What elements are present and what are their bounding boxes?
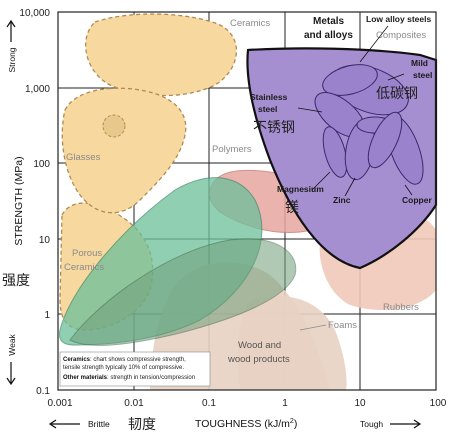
y-tick-10000: 10,000 bbox=[19, 8, 50, 19]
label-stainless-zh: 不锈钢 bbox=[253, 120, 295, 136]
y-label-zh: 强度 bbox=[2, 273, 30, 289]
label-mild-steel-zh: 低碳钢 bbox=[376, 86, 418, 102]
region-glasses bbox=[61, 87, 187, 214]
note-line-3: Other materials: strength in tension/com… bbox=[63, 375, 195, 381]
x-axis-title-sup: 2 bbox=[290, 418, 294, 425]
metal-pointers bbox=[297, 25, 413, 197]
x-tick-1: 1 bbox=[282, 398, 288, 409]
label-porous-1: Porous bbox=[72, 248, 102, 259]
label-stainless-2: steel bbox=[258, 104, 277, 114]
label-rubbers: Rubbers bbox=[383, 302, 419, 313]
y-tick-labels: 10,000 1,000 100 10 1 0.1 bbox=[19, 8, 50, 397]
label-metals-1: Metals bbox=[313, 16, 345, 27]
x-axis-title-text: TOUGHNESS (kJ/m bbox=[195, 418, 290, 430]
x-low-label: Brittle bbox=[88, 419, 110, 429]
y-axis-title-group: STRENGTH (MPa) Strong Weak 强度 bbox=[2, 19, 30, 386]
label-low-alloy: Low alloy steels bbox=[366, 14, 431, 24]
x-label-zh: 韧度 bbox=[128, 417, 156, 433]
x-axis-title-group: Brittle 韧度 TOUGHNESS (kJ/m2) Tough bbox=[48, 417, 422, 433]
blob-low-alloy bbox=[322, 64, 378, 96]
note-box: Ceramics: chart shows compressive streng… bbox=[59, 351, 211, 387]
x-right-arrow bbox=[390, 419, 422, 429]
material-labels: Ceramics Glasses Porous Ceramics Polymer… bbox=[64, 14, 432, 365]
x-left-arrow bbox=[48, 419, 80, 429]
x-tick-0.1: 0.1 bbox=[202, 398, 216, 409]
x-tick-0.001: 0.001 bbox=[47, 398, 72, 409]
label-ceramics: Ceramics bbox=[230, 18, 270, 29]
label-metals-2: and alloys bbox=[304, 30, 353, 41]
x-tick-10: 10 bbox=[354, 398, 366, 409]
label-foams: Foams bbox=[328, 320, 357, 331]
region-polymers-lower bbox=[69, 238, 297, 346]
y-tick-1000: 1,000 bbox=[25, 84, 50, 95]
blob-magnesium bbox=[322, 126, 348, 178]
note-line-1: Ceramics: chart shows compressive streng… bbox=[63, 357, 186, 363]
blob-mid bbox=[367, 111, 403, 169]
label-mild-steel-1: Mild bbox=[411, 58, 428, 68]
plot-border bbox=[57, 11, 437, 391]
x-tick-0.01: 0.01 bbox=[124, 398, 144, 409]
label-zinc: Zinc bbox=[333, 195, 351, 205]
label-mild-steel-2: steel bbox=[413, 70, 432, 80]
region-ceramics bbox=[85, 13, 237, 97]
label-wood-1: Wood and bbox=[238, 340, 281, 351]
note-background bbox=[59, 351, 211, 387]
label-copper: Copper bbox=[402, 195, 432, 205]
y-axis-title: STRENGTH (MPa) bbox=[13, 156, 25, 245]
y-tick-1: 1 bbox=[44, 310, 50, 321]
x-high-label: Tough bbox=[360, 419, 383, 429]
region-glasses-core bbox=[102, 114, 126, 138]
y-down-arrow bbox=[6, 362, 16, 386]
y-tick-10: 10 bbox=[39, 235, 51, 246]
y-high-label: Strong bbox=[7, 47, 17, 72]
y-tick-0.1: 0.1 bbox=[36, 386, 50, 397]
foams-pointer bbox=[299, 324, 327, 331]
metal-blobs bbox=[314, 64, 424, 185]
label-magnesium: Magnesium bbox=[277, 184, 324, 194]
y-low-label: Weak bbox=[7, 333, 17, 355]
label-wood-2: wood products bbox=[227, 354, 290, 365]
x-tick-labels: 0.001 0.01 0.1 1 10 100 bbox=[47, 398, 446, 409]
label-glasses: Glasses bbox=[66, 152, 101, 163]
label-porous-2: Ceramics bbox=[64, 262, 104, 273]
label-stainless-1: Stainless bbox=[250, 92, 288, 102]
label-polymers: Polymers bbox=[212, 144, 252, 155]
x-tick-100: 100 bbox=[430, 398, 447, 409]
x-axis-title-close: ) bbox=[294, 418, 298, 430]
label-magnesium-zh: 镁 bbox=[285, 200, 299, 216]
x-axis-title: TOUGHNESS (kJ/m2) bbox=[195, 418, 297, 430]
note-line-2: tensile strength typically 10% of compre… bbox=[63, 365, 184, 371]
y-tick-100: 100 bbox=[33, 159, 50, 170]
label-composites: Composites bbox=[376, 30, 426, 41]
y-up-arrow bbox=[6, 19, 16, 42]
